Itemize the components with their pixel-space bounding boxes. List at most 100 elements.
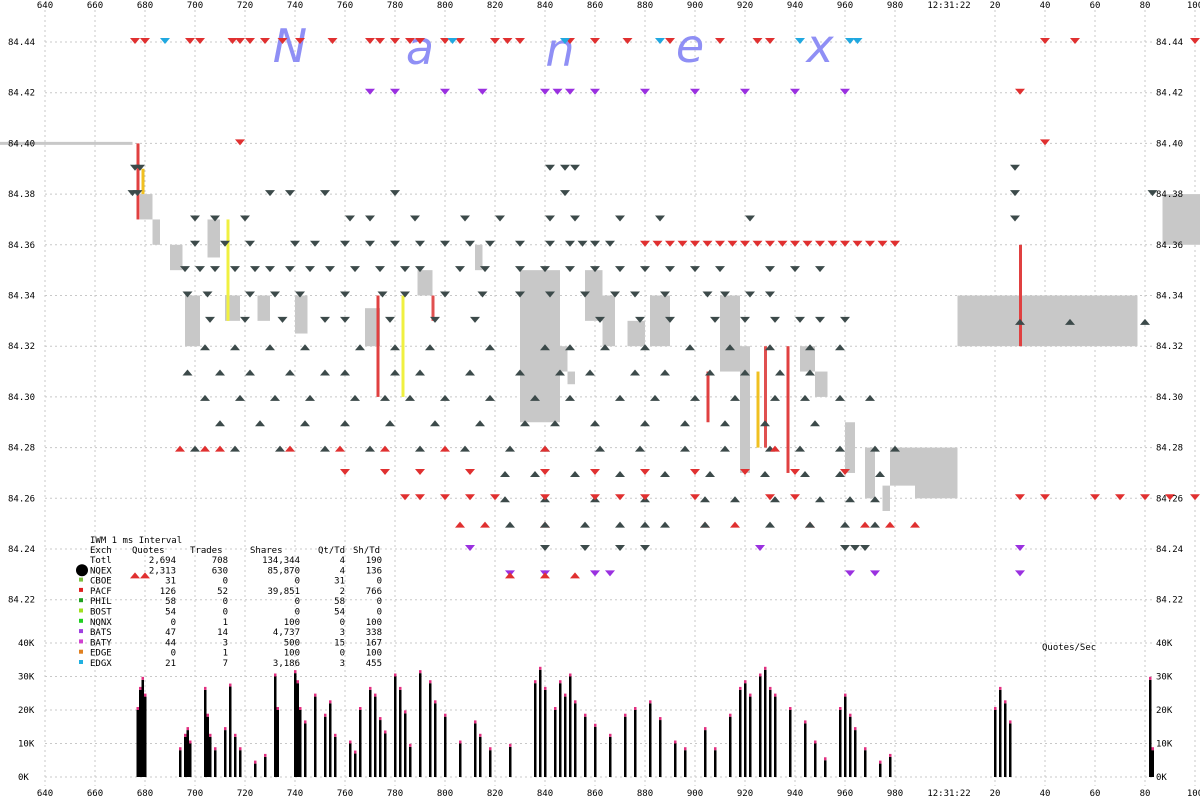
ask-quote-marker — [405, 38, 415, 44]
bid-quote-marker — [770, 445, 780, 452]
ask-quote-marker — [440, 291, 450, 298]
price-tick-label-left: 84.44 — [8, 38, 35, 48]
ask-quote-marker — [1015, 494, 1025, 501]
ask-quote-marker — [755, 545, 765, 551]
volume-bar-cap — [459, 740, 462, 744]
bid-quote-marker — [405, 394, 415, 401]
ask-quote-marker — [265, 190, 275, 197]
ask-quote-marker — [545, 164, 555, 171]
ask-quote-marker — [752, 38, 763, 44]
ask-quote-marker — [365, 38, 375, 44]
ask-quote-marker — [795, 316, 805, 323]
bid-quote-marker — [515, 369, 525, 376]
volume-bar-cap — [136, 707, 139, 710]
ask-quote-marker — [140, 38, 150, 44]
ask-quote-marker — [545, 240, 555, 247]
volume-bar — [209, 736, 212, 777]
volume-bar-cap — [764, 666, 767, 670]
bid-quote-marker — [530, 470, 540, 477]
volume-bar-cap — [729, 713, 732, 717]
bid-quote-marker — [595, 445, 605, 452]
trade-bar — [706, 371, 710, 423]
x-tick-label-top: 900 — [687, 1, 703, 11]
volume-bar — [141, 679, 144, 777]
volume-bar — [489, 750, 492, 777]
price-tick-label-left: 84.24 — [8, 545, 35, 555]
nbbo-spread — [650, 295, 670, 347]
ask-quote-marker — [870, 570, 880, 577]
stats-cell: NQNX — [90, 618, 112, 628]
volume-bar — [729, 716, 732, 777]
stats-cell: NQEX — [90, 566, 112, 576]
stats-cell: 0 — [171, 649, 176, 659]
stats-cell: 52 — [217, 587, 228, 597]
volume-bar-cap — [1004, 700, 1007, 704]
volume-bar — [349, 743, 352, 777]
nbbo-spread — [627, 320, 645, 347]
volume-bar-cap — [544, 686, 547, 690]
x-tick-label-top: 920 — [737, 1, 753, 11]
ask-quote-marker — [665, 316, 675, 323]
bid-quote-marker — [890, 445, 900, 452]
stats-header: Sh/Td — [353, 546, 380, 556]
ask-quote-marker — [502, 38, 513, 44]
bid-quote-marker — [565, 394, 575, 401]
volume-bar-cap — [399, 686, 402, 690]
ask-quote-marker — [605, 570, 615, 577]
bid-quote-marker — [355, 344, 365, 351]
ask-quote-marker — [205, 316, 215, 323]
ask-quote-marker — [720, 291, 730, 298]
bid-quote-marker — [300, 420, 310, 427]
bid-quote-marker — [870, 445, 880, 452]
volume-bar — [139, 689, 142, 777]
bid-quote-marker — [230, 445, 240, 452]
bid-quote-marker — [565, 344, 575, 351]
bid-quote-marker — [540, 521, 550, 528]
price-tick-label-right: 84.32 — [1156, 342, 1183, 352]
stats-cell: CBOE — [90, 577, 112, 587]
nbbo-spread — [140, 194, 153, 220]
volume-bar-cap — [489, 747, 492, 751]
volume-bar-cap — [534, 680, 537, 684]
ask-quote-marker — [277, 38, 288, 44]
volume-bar — [329, 703, 332, 777]
bid-quote-marker — [380, 445, 390, 452]
bid-quote-marker — [440, 394, 450, 401]
stats-cell: 1 — [223, 618, 228, 628]
volume-tick-label-right: 20K — [1156, 706, 1173, 716]
ask-quote-marker — [790, 494, 800, 501]
ask-quote-marker — [1040, 38, 1050, 44]
volume-bar-cap — [814, 740, 817, 744]
ask-quote-marker — [320, 316, 330, 323]
volume-bar-cap — [144, 693, 147, 697]
bid-quote-marker — [705, 470, 715, 477]
ask-quote-marker — [295, 38, 305, 44]
volume-bar — [474, 723, 477, 777]
volume-bar-cap — [434, 700, 437, 704]
stats-cell: 766 — [366, 587, 382, 597]
watermark-letter: a — [406, 21, 434, 75]
bid-quote-marker — [365, 445, 375, 452]
volume-bar — [879, 763, 882, 777]
ask-quote-marker — [570, 164, 580, 171]
stats-cell: 4 — [340, 556, 345, 566]
trade-bar — [376, 295, 380, 397]
ask-quote-marker — [545, 215, 555, 222]
ask-quote-marker — [465, 240, 475, 247]
x-tick-label-bottom: 640 — [37, 789, 53, 799]
bid-quote-marker — [485, 344, 495, 351]
volume-bar-cap — [1149, 676, 1152, 680]
ask-quote-marker — [715, 266, 725, 273]
ask-quote-marker — [655, 38, 665, 44]
ask-quote-marker — [430, 316, 440, 323]
bid-quote-marker — [840, 521, 850, 528]
ask-quote-marker — [320, 190, 330, 197]
volume-tick-label-left: 0K — [18, 773, 29, 783]
nbbo-spread — [560, 346, 568, 372]
volume-bar — [539, 669, 542, 777]
ask-quote-marker — [1040, 494, 1050, 501]
exchange-swatch — [79, 618, 83, 623]
volume-bar — [229, 686, 232, 777]
bid-quote-marker — [200, 344, 210, 351]
volume-bar — [459, 743, 462, 777]
